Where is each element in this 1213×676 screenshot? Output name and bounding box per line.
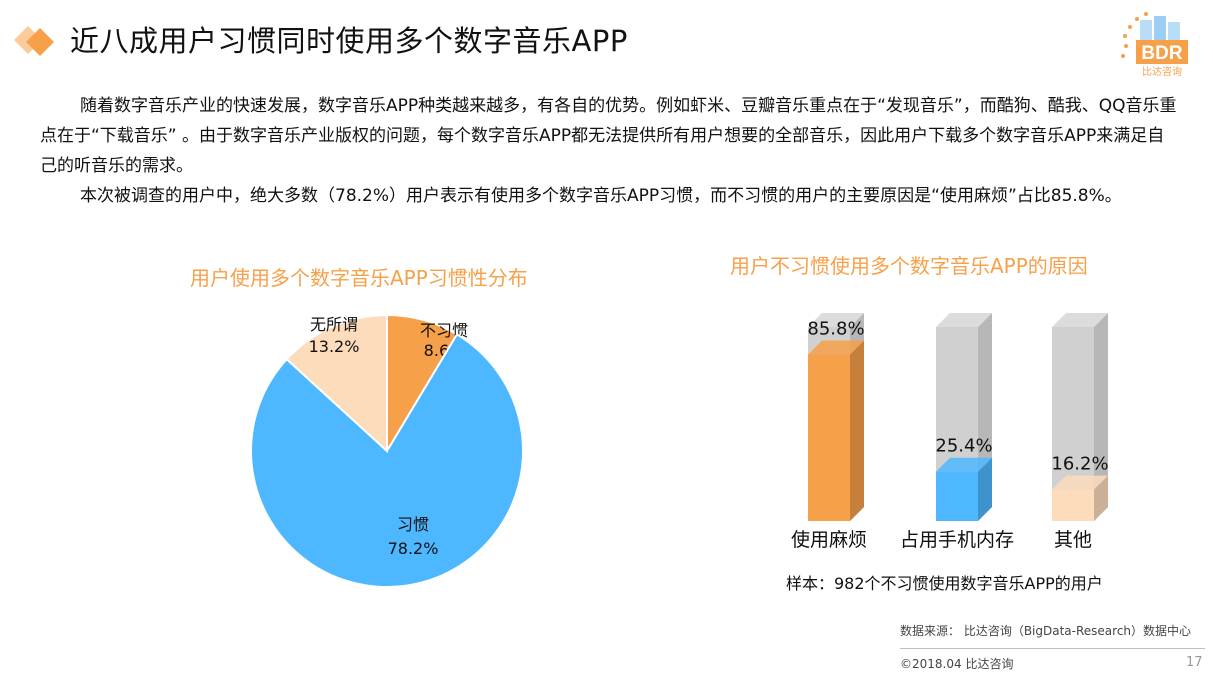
bar-category-label-1: 使用麻烦 xyxy=(791,529,867,551)
footer-divider xyxy=(900,648,1205,649)
title-diamond-icon xyxy=(14,26,54,56)
bar-bg-top-3 xyxy=(1052,313,1108,327)
pie-slice-3 xyxy=(285,313,388,454)
bar-category-label-2: 占用手机内存 xyxy=(900,529,1014,551)
logo-subtext: 比达咨询 xyxy=(1142,65,1182,78)
bar-top-2 xyxy=(936,457,992,472)
pie-label-3: 无所谓 xyxy=(310,315,358,334)
bar-category-label-3: 其他 xyxy=(1054,529,1092,551)
page-number: 17 xyxy=(1186,655,1203,670)
bar-chart-title: 用户不习惯使用多个数字音乐APP的原因 xyxy=(730,254,1088,278)
pie-value-3: 13.2% xyxy=(309,337,360,356)
intro-text: 随着数字音乐产业的快速发展，数字音乐APP种类越来越多，有各自的优势。例如虾米、… xyxy=(40,91,1180,211)
sample-note: 样本：982个不习惯使用数字音乐APP的用户 xyxy=(786,574,1103,593)
bar-2 xyxy=(936,471,978,521)
pie-slice-2 xyxy=(250,333,524,588)
logo-text: BDR xyxy=(1141,43,1182,64)
bar-1 xyxy=(808,354,850,521)
bar-side-3 xyxy=(1094,475,1108,521)
page-title: 近八成用户习惯同时使用多个数字音乐APP xyxy=(70,24,628,58)
intro-paragraph-2: 本次被调查的用户中，绝大多数（78.2%）用户表示有使用多个数字音乐APP习惯，… xyxy=(80,186,1122,206)
intro-paragraph-1: 随着数字音乐产业的快速发展，数字音乐APP种类越来越多，有各自的优势。例如虾米、… xyxy=(40,96,1177,176)
bar-value-label-1: 85.8% xyxy=(807,319,864,340)
bar-top-1 xyxy=(808,340,864,355)
pie-value-2: 78.2% xyxy=(388,539,439,558)
pie-chart-title: 用户使用多个数字音乐APP习惯性分布 xyxy=(190,266,528,290)
pie-label-2: 习惯 xyxy=(397,515,429,534)
bdr-logo: BDR 比达咨询 xyxy=(1121,12,1188,78)
bar-top-3 xyxy=(1052,475,1108,490)
bar-bg-top-2 xyxy=(936,313,992,327)
bar-value-label-2: 25.4% xyxy=(935,436,992,457)
bar-bg-side-3 xyxy=(1094,313,1108,521)
bar-side-1 xyxy=(850,340,864,521)
bar-value-label-3: 16.2% xyxy=(1051,454,1108,475)
copyright: ©2018.04 比达咨询 xyxy=(900,657,1014,671)
data-source: 数据来源： 比达咨询（BigData-Research）数据中心 xyxy=(900,624,1192,638)
bar-3 xyxy=(1052,489,1094,521)
bar-side-2 xyxy=(978,457,992,521)
bar-bg-top-1 xyxy=(808,313,864,327)
